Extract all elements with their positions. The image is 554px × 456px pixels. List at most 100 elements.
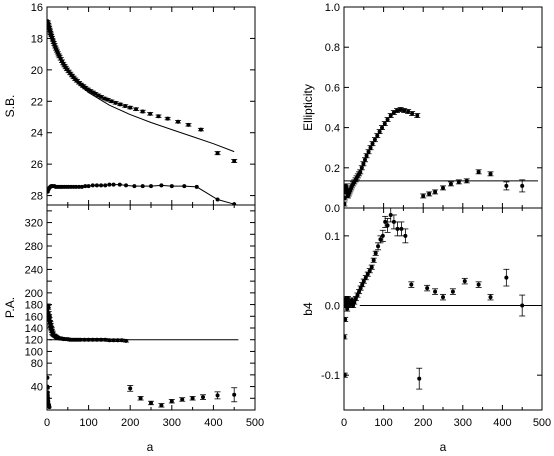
b4-x-tick-label: 200 <box>414 417 432 429</box>
ellipticity-data-point <box>364 153 369 158</box>
b4-data-point <box>403 233 408 238</box>
pa-y-tick-label: 160 <box>25 311 43 323</box>
pa-y-tick-label: 140 <box>25 323 43 335</box>
ellipticity-y-tick-label: 0.2 <box>325 163 340 175</box>
pa-data-point <box>159 403 164 408</box>
sb-data-point <box>215 151 220 156</box>
sb-frame <box>46 6 256 206</box>
sb-data-point <box>79 184 84 189</box>
pa-x-tick-label: 100 <box>79 417 97 429</box>
pa-y-tick-label: 80 <box>31 358 43 370</box>
pa-y-tick-label: 280 <box>25 241 43 253</box>
b4-x-tick-label: 400 <box>493 417 511 429</box>
sb-y-tick-label: 18 <box>31 33 43 45</box>
pa-plot-area <box>47 303 239 410</box>
sb-y-tick-label: 20 <box>31 65 43 77</box>
pa-data-point <box>201 395 205 400</box>
b4-data-point <box>476 282 481 287</box>
sb-y-tick-label: 26 <box>31 159 43 171</box>
pa-data-point <box>47 393 50 398</box>
pa-y-tick-label: 40 <box>31 382 43 394</box>
b4-data-point <box>504 275 509 280</box>
pa-data-point <box>138 396 143 401</box>
sb-data-point <box>140 184 145 189</box>
sb-data-point <box>94 183 99 188</box>
ellipticity-y-tick-label: 0.8 <box>325 42 340 54</box>
pa-y-tick-label: 120 <box>25 335 43 347</box>
sb-data-point <box>182 184 187 189</box>
b4-plot-area <box>344 208 538 390</box>
ellipticity-data-point <box>372 137 377 142</box>
b4-panel: 0 100 200 300 400 500 -0.1 0.0 0.1 b4 <box>301 207 551 429</box>
b4-x-tick-label: 500 <box>533 417 551 429</box>
sb-data-point <box>86 184 91 189</box>
b4-data-point <box>373 251 378 256</box>
ellipticity-y-tick-label: 0.6 <box>325 82 340 94</box>
b4-data-point <box>344 373 347 378</box>
sb-data-point <box>134 107 139 112</box>
sb-data-point <box>74 184 79 189</box>
b4-data-point <box>385 223 390 228</box>
sb-data-point <box>232 159 237 163</box>
sb-data-point <box>103 183 108 188</box>
b4-data-point <box>417 376 422 381</box>
b4-data-point <box>409 282 414 287</box>
ellipticity-data-point <box>380 125 385 130</box>
sb-data-point <box>113 100 118 105</box>
b4-data-point <box>391 219 396 224</box>
pa-y-tick-label: 200 <box>25 288 43 300</box>
ellipticity-data-point <box>488 171 493 176</box>
ellipticity-data-point <box>520 183 525 188</box>
b4-data-point <box>433 289 438 294</box>
sb-data-point <box>124 183 129 188</box>
ellipticity-data-point <box>377 129 382 134</box>
b4-data-point <box>344 317 348 322</box>
pa-data-point <box>47 399 51 404</box>
b4-data-point <box>380 233 385 238</box>
sb-data-point <box>186 122 191 127</box>
sb-data-point <box>198 127 203 132</box>
pa-x-tick-label: 0 <box>44 417 50 429</box>
pa-data-point <box>47 385 50 390</box>
sb-panel: 16 18 20 22 24 26 28 S.B. <box>3 2 256 206</box>
ellipticity-data-point <box>370 141 375 146</box>
ellipticity-data-point <box>385 117 390 122</box>
sb-y-tick-label: 24 <box>31 128 43 140</box>
ellipticity-data-point <box>366 149 371 154</box>
ellipticity-data-point <box>391 110 396 115</box>
ellipticity-data-point <box>368 145 373 150</box>
ellipticity-data-point <box>433 189 438 194</box>
b4-frame <box>343 207 543 411</box>
ellipticity-data-point <box>406 109 411 114</box>
sb-data-point <box>149 184 153 189</box>
b4-x-tick-label: 100 <box>374 417 392 429</box>
pa-data-point <box>47 305 51 310</box>
sb-series-1-line <box>47 20 235 153</box>
ellipticity-data-point <box>361 161 366 166</box>
sb-data-point <box>102 96 107 101</box>
sb-data-point <box>215 197 220 202</box>
pa-data-point <box>128 386 133 391</box>
sb-data-point <box>176 119 181 124</box>
sb-data-point <box>132 184 137 189</box>
b4-data-point <box>462 279 467 284</box>
ellipticity-data-point <box>476 169 481 174</box>
x-axis-label-left: a <box>147 440 154 454</box>
ellipticity-data-point <box>504 183 509 188</box>
pa-data-point <box>180 397 185 402</box>
sb-plot-area <box>47 19 238 205</box>
sb-data-point <box>123 104 128 108</box>
pa-x-tick-label: 400 <box>204 417 222 429</box>
b4-data-point <box>441 295 445 300</box>
b4-data-point <box>369 265 374 270</box>
ellipticity-y-tick-label: 0.4 <box>325 123 340 135</box>
ellipticity-data-point <box>410 111 415 116</box>
sb-data-point <box>140 109 145 114</box>
sb-y-tick-label: 22 <box>31 96 43 108</box>
b4-x-tick-label: 300 <box>454 417 472 429</box>
sb-data-point <box>83 184 88 189</box>
sb-y-axis-label: S.B. <box>3 95 17 118</box>
pa-y-tick-label: 240 <box>25 264 43 276</box>
sb-data-point <box>159 183 164 188</box>
